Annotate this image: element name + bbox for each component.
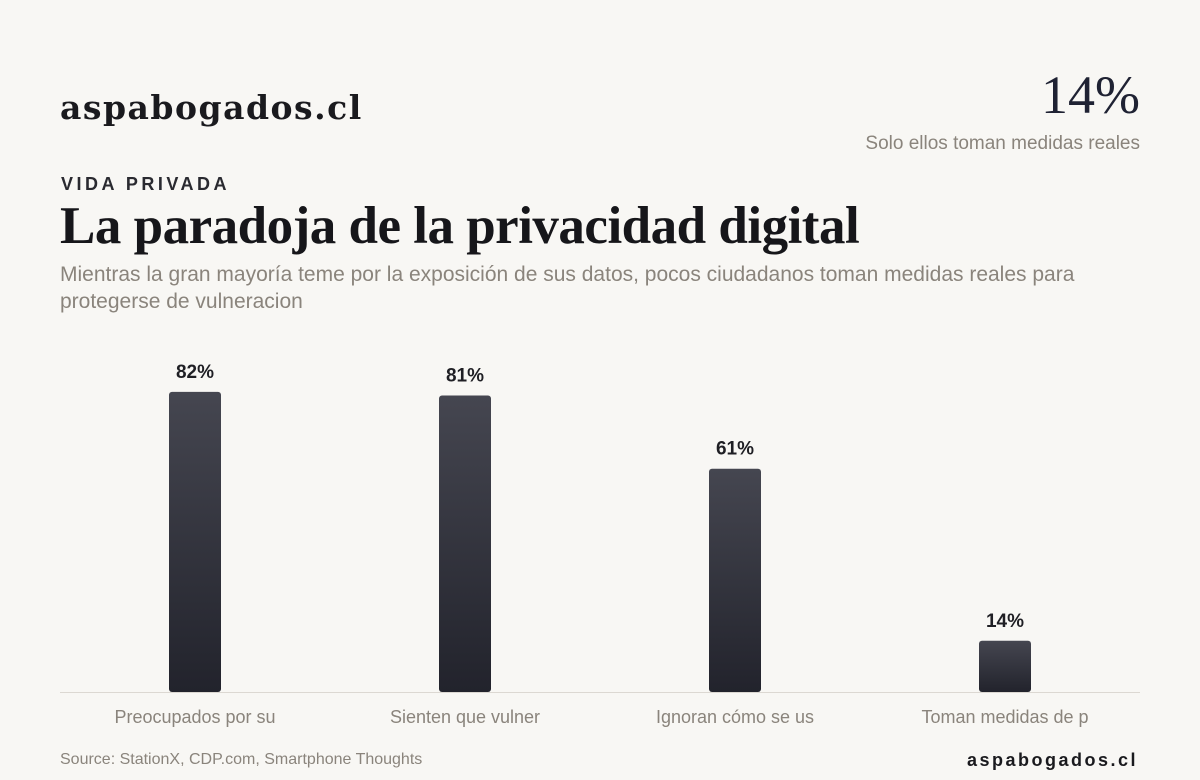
bar [169, 391, 221, 692]
brand-logo: aspabogados.cl [60, 88, 363, 127]
category-label: Toman medidas de p [921, 707, 1088, 727]
category-label: Sienten que vulner [390, 707, 540, 727]
category-label: Preocupados por su [114, 707, 275, 727]
chart-title: La paradoja de la privacidad digital [60, 197, 860, 255]
bar [709, 468, 761, 692]
bar-value-label: 81% [446, 366, 484, 387]
bar [979, 640, 1031, 692]
bar-value-label: 61% [716, 439, 754, 460]
footer-brand: aspabogados.cl [966, 750, 1138, 770]
category-label: Ignoran cómo se us [656, 707, 814, 727]
section-kicker: VIDA PRIVADA [61, 174, 231, 194]
chart-subtitle: Mientras la gran mayoría teme por la exp… [60, 263, 1075, 313]
bar-value-label: 14% [986, 611, 1024, 632]
source-note: Source: StationX, CDP.com, Smartphone Th… [60, 751, 423, 768]
highlight-stat-value: 14% [1041, 65, 1140, 125]
bar-value-label: 82% [176, 362, 214, 383]
bar [439, 395, 491, 692]
bars-group: 82% Preocupados por su 81% Sienten que vuln… [114, 362, 1088, 727]
highlight-stat-caption: Solo ellos toman medidas reales [865, 133, 1140, 154]
